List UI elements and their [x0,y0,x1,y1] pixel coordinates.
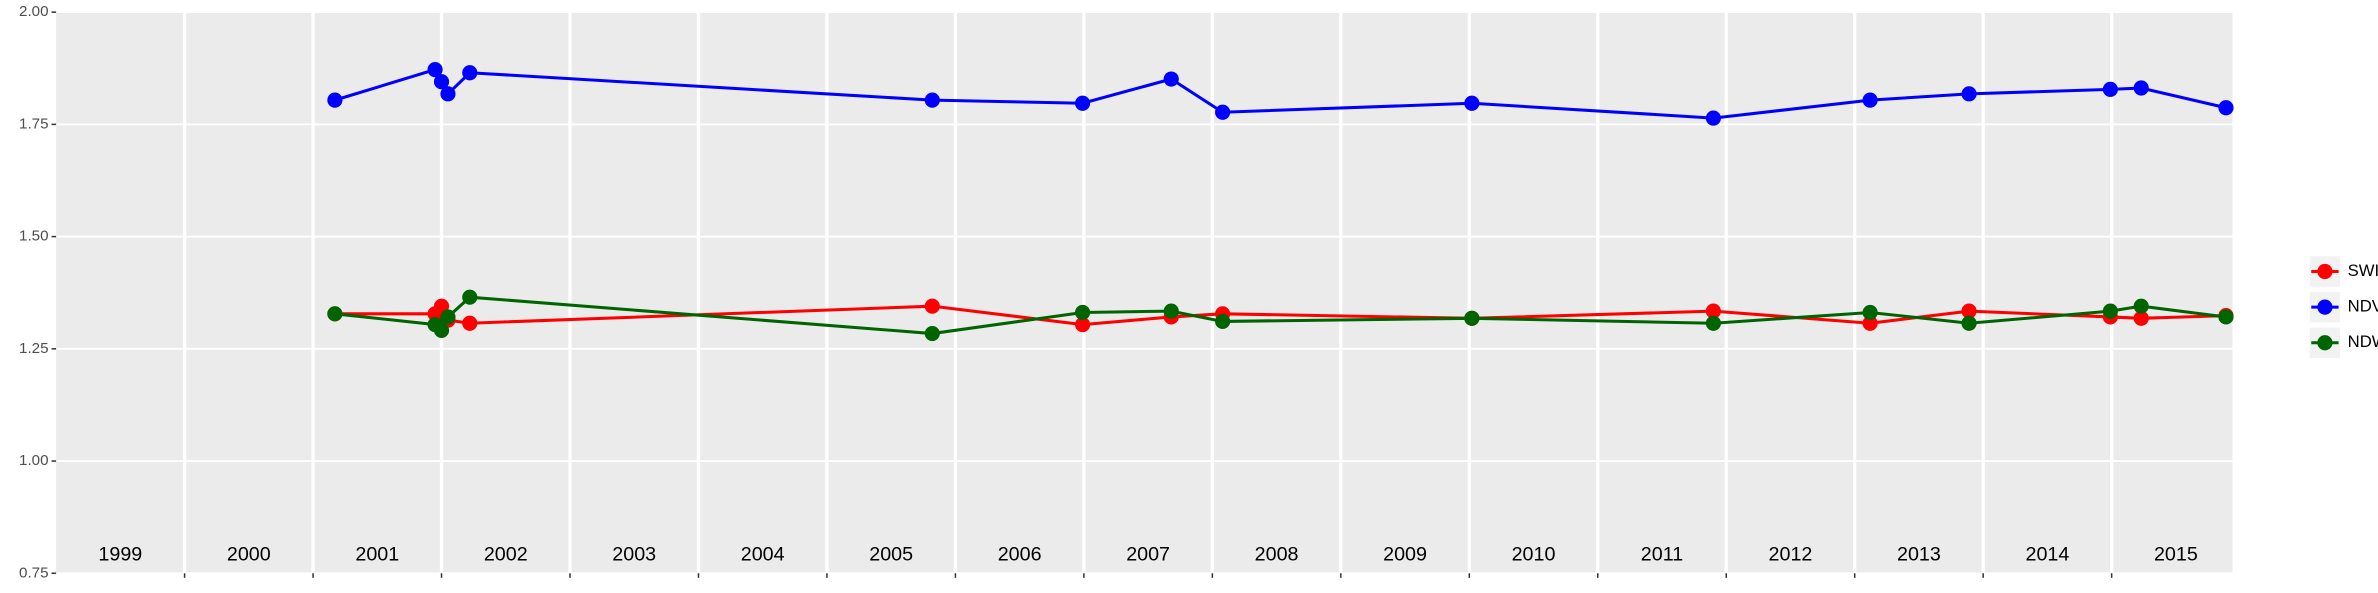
point [924,92,940,108]
x-tick-label: 1999 [98,543,142,565]
x-tick-label: 2003 [612,543,656,565]
x-tick-label: 2011 [1641,543,1683,565]
plot-panel [56,12,2233,574]
x-tick-label: 2008 [1255,543,1299,565]
point [1961,86,1977,102]
grid: 0.75 1.00 1.25 1.50 1.75 2.00 1999 2000 2001 2002… [19,3,2233,581]
x-tick-label: 2006 [998,543,1042,565]
point [924,325,940,342]
point [1705,303,1721,319]
point [327,306,343,322]
point [2218,309,2234,325]
point [440,309,456,325]
point [2133,80,2149,96]
point [2102,303,2118,319]
point [1862,92,1878,108]
point [2218,100,2234,116]
x-tick-label: 2015 [2154,543,2198,565]
legend: SWIR NDVI NDWI [2308,251,2378,365]
point [2102,81,2118,97]
point [1075,316,1091,333]
x-tick-label: 2005 [869,543,913,565]
point [1215,104,1231,120]
legend-label: NDVI [2348,297,2378,316]
x-tick-label: 2013 [1897,543,1941,565]
legend-label: SWIR [2348,261,2378,280]
x-tick-label: 2014 [2025,543,2069,565]
marks [327,62,2234,342]
point [1464,310,1480,326]
y-tick-label: 2.00 [19,3,49,20]
point [1961,315,1977,331]
point [433,74,450,90]
point [327,92,343,108]
x-tick-label: 2000 [227,543,271,565]
y-tick-label: 1.75 [19,115,49,132]
point [462,65,478,81]
legend-key-point [2317,263,2333,280]
x-tick-label: 2007 [1126,543,1170,565]
point [440,86,456,102]
point [1215,313,1231,330]
point [2133,310,2149,326]
y-tick-label: 0.75 [19,564,49,581]
x-tick-label: 2009 [1383,543,1427,565]
y-tick-label: 1.25 [19,340,49,357]
point [462,315,478,331]
legend-label: NDWI [2348,332,2378,351]
point [1464,95,1480,111]
point [1163,303,1179,319]
legend-key-point [2317,335,2333,351]
point [2133,298,2149,314]
point [1961,303,1977,319]
x-tick-label: 2004 [741,543,785,565]
point [1862,304,1878,321]
point [1705,110,1721,126]
y-tick-label: 1.50 [19,228,49,245]
point [1075,304,1091,321]
x-tick-label: 2001 [355,543,399,565]
y-tick-label: 1.00 [19,452,49,469]
point [433,322,450,338]
point [462,289,478,305]
point [924,298,940,314]
point [1075,95,1091,111]
point [1862,315,1878,331]
x-tick-label: 2010 [1512,543,1556,565]
point [427,62,443,78]
legend-key-point [2317,299,2333,315]
point [1163,71,1179,87]
x-tick-label: 2012 [1769,543,1813,565]
x-tick-label: 2002 [484,543,528,565]
point [1705,315,1721,331]
